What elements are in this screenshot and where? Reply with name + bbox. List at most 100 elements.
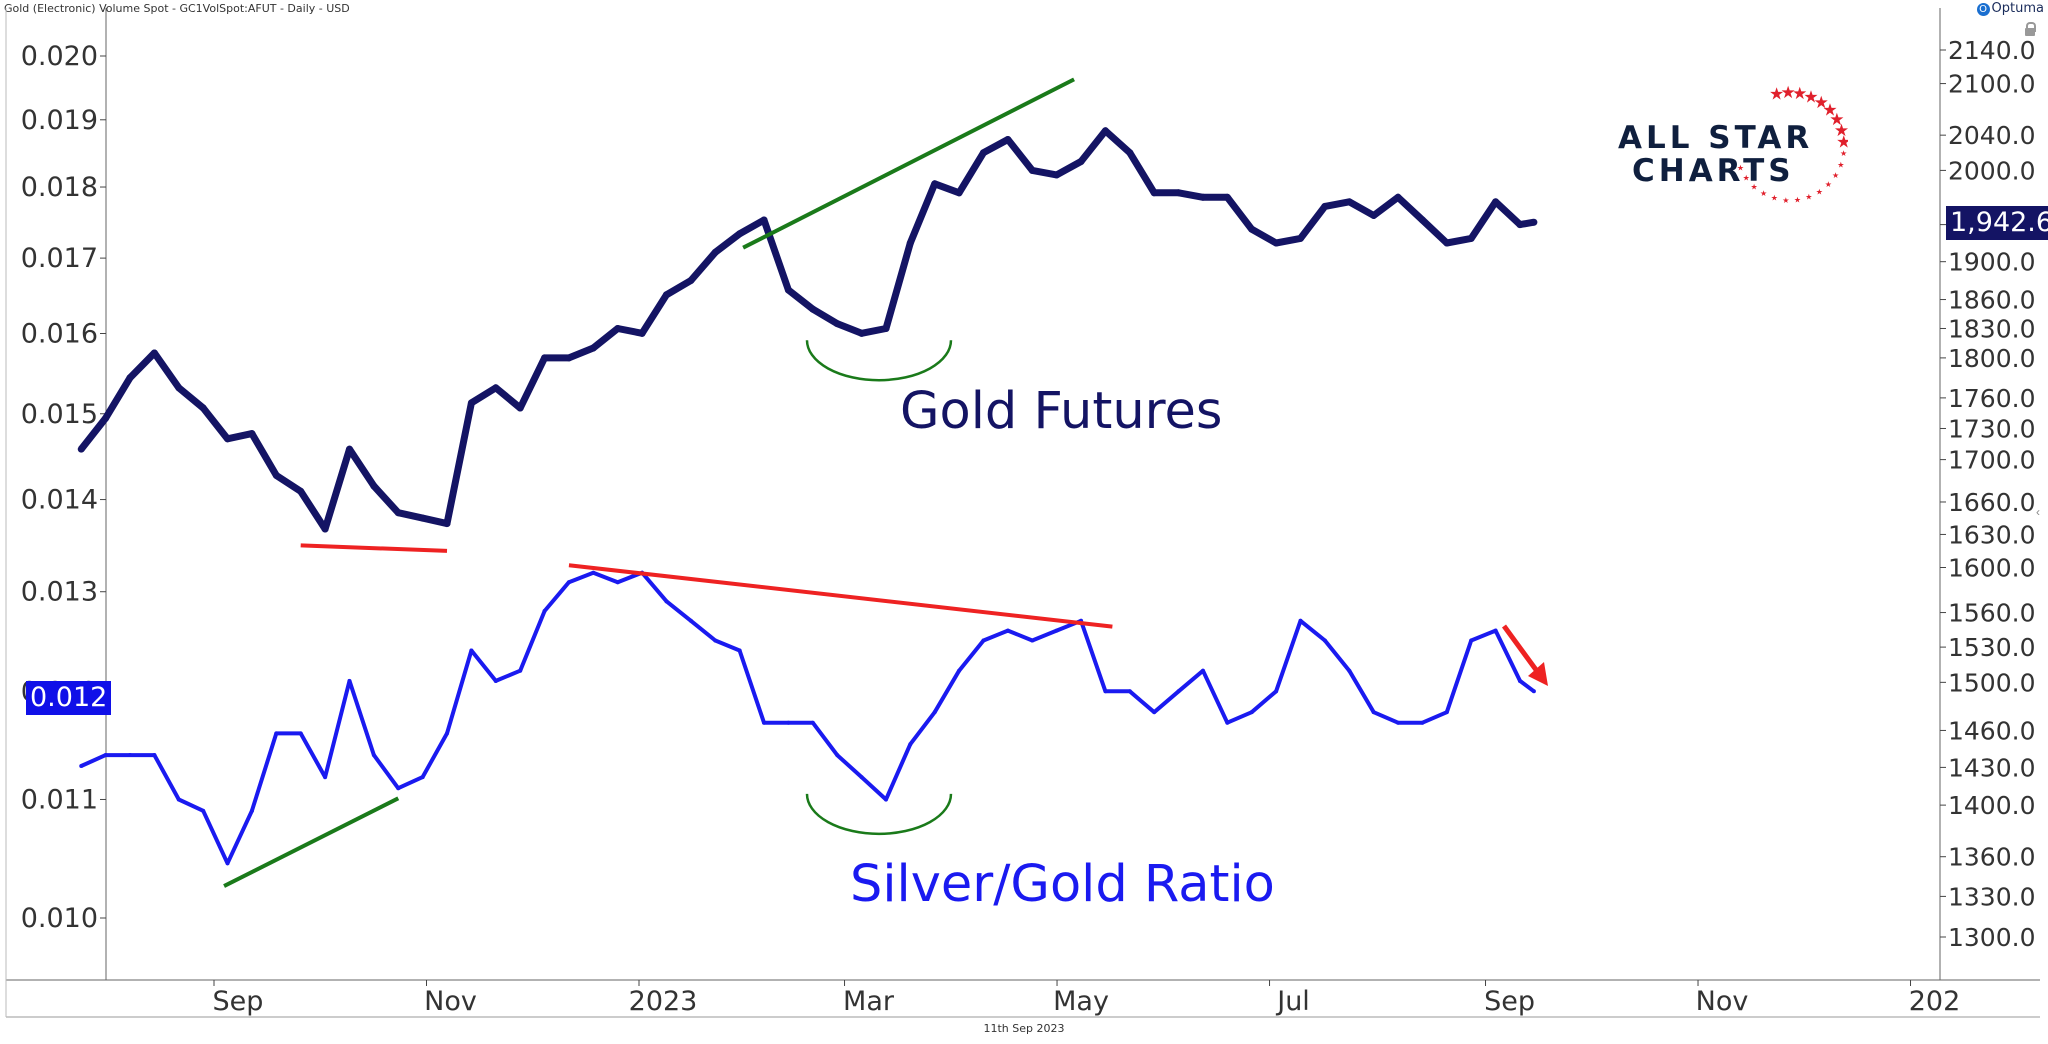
gold-data-point: [979, 149, 987, 157]
ratio-data-point: [103, 753, 108, 758]
gold-data-point: [858, 329, 866, 337]
left-tick-label: 0.015: [21, 399, 98, 430]
gold-data-point: [272, 471, 280, 479]
series-layer: [77, 127, 1538, 866]
gold-data-point: [1077, 158, 1085, 166]
logo-star-icon: ★: [1805, 193, 1812, 202]
right-tick-label: 1860.0: [1948, 286, 2035, 315]
logo-star-icon: ★: [1750, 182, 1757, 191]
gold-data-point: [687, 277, 695, 285]
left-tick-label: 0.020: [21, 41, 98, 72]
gold-data-point: [175, 384, 183, 392]
gold-data-point: [102, 414, 110, 422]
gold-data-point: [589, 344, 597, 352]
right-tick-label: 1630.0: [1948, 520, 2035, 549]
axes-frame: [5, 8, 2040, 1018]
logo-star-icon: ★: [1794, 195, 1801, 204]
gold-data-point: [614, 324, 622, 332]
right-tick-label: 1400.0: [1948, 791, 2035, 820]
left-tick-label: 0.013: [21, 577, 98, 608]
gold-data-point: [1530, 218, 1538, 226]
chevron-left-icon[interactable]: ‹: [2036, 505, 2040, 519]
chart-header-title: Gold (Electronic) Volume Spot - GC1VolSp…: [4, 2, 350, 15]
ratio-data-point: [957, 668, 962, 673]
right-tick-label: 2140.0: [1948, 36, 2035, 65]
x-tick-label: 2023: [629, 986, 698, 1017]
allstar-logo: ★ ★ ★ ★ ★ ★ ★ ★ ★ ★ ★ ★ ★ ★ ★ ★ ★ ★ ★ ★ ★ ★ ALL STAR CHARTS: [1618, 84, 1848, 214]
ratio-data-point: [152, 753, 157, 758]
ratio-data-point: [249, 808, 254, 813]
ratio-data-point: [225, 861, 230, 866]
ratio-data-point: [542, 609, 547, 614]
gold-data-point: [1223, 193, 1231, 201]
ratio-data-point: [1249, 710, 1254, 715]
gold-data-point: [1248, 225, 1256, 233]
right-tick-label: 1500.0: [1948, 668, 2035, 697]
logo-star-icon: ★: [1781, 84, 1796, 103]
ratio-data-point: [298, 731, 303, 736]
gold-data-point: [126, 374, 134, 382]
left-tick-label: 0.019: [21, 105, 98, 136]
ratio-data-point: [1005, 628, 1010, 633]
logo-star-icon: ★: [1760, 189, 1767, 198]
ratio-data-point: [1054, 628, 1059, 633]
ratio-data-point: [79, 764, 84, 769]
ratio-data-point: [1396, 720, 1401, 725]
gold-data-point: [662, 291, 670, 299]
gold-data-point: [1516, 221, 1524, 229]
right-tick-label: 1430.0: [1948, 753, 2035, 782]
gold-data-point: [516, 404, 524, 412]
optuma-brand-label: Optuma: [1991, 1, 2044, 16]
ratio-data-point: [762, 720, 767, 725]
gold-data-point: [150, 349, 158, 357]
ratio-data-point: [1531, 689, 1536, 694]
ratio-data-point: [1322, 638, 1327, 643]
x-tick-label: Jul: [1275, 986, 1310, 1017]
gold-data-point: [467, 399, 475, 407]
ratio-data-point: [908, 742, 913, 747]
ratio-data-point: [1469, 638, 1474, 643]
logo-star-icon: ★: [1803, 87, 1818, 107]
right-tick-label: 1600.0: [1948, 553, 2035, 582]
lock-icon[interactable]: [2023, 22, 2037, 36]
gold-last-value-badge: 1,942.6: [1946, 206, 2048, 240]
gold-data-point: [492, 384, 500, 392]
gold-data-point: [1175, 189, 1183, 197]
ratio-data-point: [1298, 618, 1303, 623]
gold-data-point: [1443, 239, 1451, 247]
gold-data-point: [565, 354, 573, 362]
ratio-last-value-badge: 0.012: [26, 681, 112, 715]
gold-data-point: [711, 248, 719, 256]
right-tick-label: 2000.0: [1948, 156, 2035, 185]
cup-arc-2: [805, 793, 953, 836]
arrow-head-icon: [1528, 662, 1548, 686]
logo-line1: ALL STAR: [1618, 120, 1814, 156]
logo-star-icon: ★: [1743, 174, 1750, 183]
gold-data-point: [419, 514, 427, 522]
gold-data-point: [955, 189, 963, 197]
logo-star-icon: ★: [1822, 101, 1837, 121]
gold-data-point: [345, 445, 353, 453]
gold-data-point: [760, 216, 768, 224]
gold-data-point: [321, 525, 329, 533]
ratio-data-point: [1103, 689, 1108, 694]
optuma-brand: O Optuma: [1976, 1, 2044, 16]
gold-data-point: [224, 435, 232, 443]
silver-gold-ratio-line: [80, 570, 1536, 866]
gold-data-point: [736, 230, 744, 238]
gold-data-point: [906, 239, 914, 247]
ratio-data-point: [835, 753, 840, 758]
right-axis-ticks: 1300.0 1330.0 1360.0 1400.0 1430.0 1460.0 1500…: [1940, 36, 2035, 952]
logo-star-icon: ★: [1832, 171, 1839, 180]
logo-star-icon: ★: [1840, 149, 1847, 158]
gold-futures-label: Gold Futures: [900, 382, 1223, 441]
gold-data-point: [784, 286, 792, 294]
right-tick-label: 1560.0: [1948, 599, 2035, 628]
left-tick-label: 0.010: [21, 903, 98, 934]
ratio-data-point: [347, 678, 352, 683]
left-tick-label: 0.011: [21, 784, 98, 815]
logo-star-icon: ★: [1837, 160, 1844, 169]
gold-data-point: [370, 482, 378, 490]
left-tick-label: 0.017: [21, 243, 98, 274]
